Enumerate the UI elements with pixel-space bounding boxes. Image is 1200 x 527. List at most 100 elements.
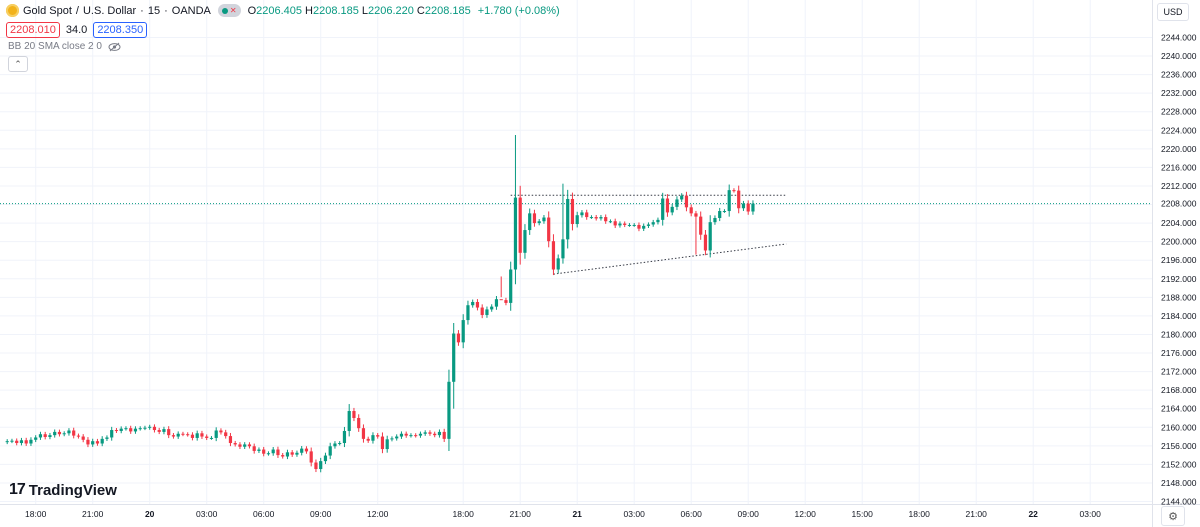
price-tick-label: 2196.000 bbox=[1161, 255, 1197, 265]
candle-body bbox=[670, 206, 674, 213]
candle-body bbox=[347, 411, 351, 431]
time-tick-label: 09:00 bbox=[738, 509, 760, 519]
candle-body bbox=[523, 230, 527, 253]
candle-body bbox=[566, 198, 570, 240]
time-tick-label: 09:00 bbox=[310, 509, 332, 519]
symbol-separator: / bbox=[75, 4, 79, 17]
candle-body bbox=[304, 448, 309, 452]
ohlc-values: O2206.405 H2208.185 L2206.220 C2208.185 bbox=[248, 5, 474, 17]
candle-body bbox=[314, 462, 318, 470]
candle-body bbox=[10, 440, 14, 442]
candle-body bbox=[746, 203, 750, 212]
buy-price-button[interactable]: 2208.350 bbox=[93, 22, 148, 38]
candle-body bbox=[627, 224, 632, 226]
candle-body bbox=[456, 333, 461, 343]
indicator-legend[interactable]: BB 20 SMA close 2 0 bbox=[8, 41, 121, 52]
candle-body bbox=[290, 452, 294, 455]
candle-body bbox=[623, 223, 627, 225]
candle-body bbox=[252, 446, 256, 451]
candle-body bbox=[480, 307, 484, 315]
candle-body bbox=[19, 440, 24, 444]
price-tick-label: 2156.000 bbox=[1161, 441, 1197, 451]
candle-body bbox=[228, 436, 233, 444]
candle-body bbox=[34, 437, 38, 440]
candle-body bbox=[72, 430, 76, 436]
candle-body bbox=[447, 381, 451, 439]
candle-body bbox=[342, 430, 347, 444]
sell-price-button[interactable]: 2208.010 bbox=[6, 22, 60, 38]
indicator-label[interactable]: BB 20 SMA close 2 0 bbox=[8, 41, 102, 52]
quote-row: 2208.010 34.0 2208.350 bbox=[6, 22, 148, 38]
time-tick-label: 03:00 bbox=[1080, 509, 1102, 519]
collapse-legend-button[interactable]: ⌃ bbox=[8, 56, 28, 72]
candle-body bbox=[718, 211, 722, 218]
candle-body bbox=[580, 212, 584, 216]
candle-body bbox=[276, 449, 280, 456]
quote-currency[interactable]: U.S. Dollar bbox=[82, 4, 137, 17]
currency-button[interactable]: USD bbox=[1157, 3, 1189, 21]
candle-body bbox=[423, 432, 427, 434]
candle-body bbox=[642, 225, 646, 229]
candle-body bbox=[722, 211, 727, 213]
spread-value: 34.0 bbox=[65, 24, 88, 36]
candle-body bbox=[570, 198, 575, 225]
time-tick-label: 21:00 bbox=[966, 509, 988, 519]
tv-mark-icon: 17 bbox=[9, 481, 26, 498]
gold-coin-icon bbox=[6, 4, 19, 17]
broker-label[interactable]: OANDA bbox=[171, 4, 211, 17]
candle-body bbox=[295, 452, 299, 455]
candle-body bbox=[171, 435, 176, 437]
trend-line-drawing[interactable] bbox=[553, 243, 787, 275]
price-tick-label: 2172.000 bbox=[1161, 367, 1197, 377]
candle-body bbox=[594, 217, 598, 219]
tradingview-logo[interactable]: 17 TradingView bbox=[9, 481, 117, 499]
candle-body bbox=[114, 430, 119, 432]
candle-body bbox=[62, 433, 66, 435]
price-tick-label: 2180.000 bbox=[1161, 329, 1197, 339]
interval-label[interactable]: 15 bbox=[147, 4, 161, 17]
price-tick-label: 2216.000 bbox=[1161, 162, 1197, 172]
candle-body bbox=[461, 320, 465, 343]
symbol-name[interactable]: Gold Spot bbox=[23, 4, 72, 17]
candle-body bbox=[585, 212, 589, 218]
candle-body bbox=[219, 430, 223, 433]
candle-body bbox=[513, 197, 518, 270]
candle-body bbox=[608, 221, 613, 223]
price-tick-label: 2244.000 bbox=[1161, 33, 1197, 43]
candle-body bbox=[542, 217, 546, 222]
candle-body bbox=[195, 433, 199, 438]
time-tick-label: 03:00 bbox=[196, 509, 218, 519]
candle-body bbox=[29, 439, 33, 444]
price-tick-label: 2168.000 bbox=[1161, 385, 1197, 395]
candle-body bbox=[352, 411, 356, 418]
chart-grid bbox=[0, 0, 1152, 504]
price-tick-label: 2148.000 bbox=[1161, 478, 1197, 488]
price-tick-label: 2224.000 bbox=[1161, 125, 1197, 135]
candle-body bbox=[361, 428, 366, 439]
price-tick-label: 2232.000 bbox=[1161, 88, 1197, 98]
candle-body bbox=[43, 434, 47, 438]
candle-body bbox=[466, 305, 470, 321]
price-tick-label: 2236.000 bbox=[1161, 70, 1197, 80]
price-tick-label: 2200.000 bbox=[1161, 237, 1197, 247]
candle-body bbox=[732, 190, 736, 192]
candle-body bbox=[599, 217, 603, 219]
candle-body bbox=[157, 430, 161, 432]
chart-settings-button[interactable]: ⚙ bbox=[1161, 506, 1185, 526]
candle-body bbox=[247, 444, 252, 447]
candle-body bbox=[81, 436, 85, 440]
hidden-eye-icon[interactable] bbox=[108, 42, 121, 52]
candle-body bbox=[737, 190, 741, 209]
drawing-layer bbox=[0, 194, 1152, 275]
candle-body bbox=[708, 222, 712, 251]
candle-body bbox=[589, 217, 594, 219]
time-tick-label: 20 bbox=[145, 509, 155, 519]
candle-body bbox=[727, 190, 731, 212]
candle-body bbox=[561, 239, 565, 259]
candle-body bbox=[167, 429, 171, 436]
candle-body bbox=[300, 448, 304, 453]
market-status-toggle[interactable]: ✕ bbox=[217, 4, 241, 17]
candle-body bbox=[385, 439, 389, 450]
candle-body bbox=[86, 439, 90, 445]
